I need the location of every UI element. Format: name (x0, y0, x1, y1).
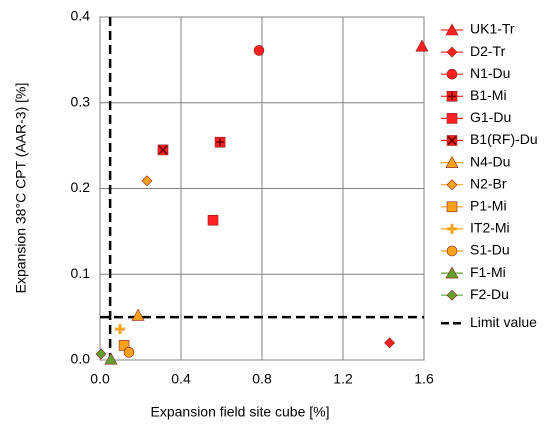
legend-label: S1-Du (470, 242, 510, 258)
legend-label: N2-Br (470, 175, 507, 191)
legend-label: N1-Du (470, 65, 510, 81)
plot-border (99, 16, 425, 361)
legend-label: IT2-Mi (470, 220, 510, 236)
marker-part (446, 201, 458, 213)
marker-part (448, 92, 456, 101)
marker-part (216, 138, 225, 147)
legend-label: P1-Mi (470, 198, 507, 214)
marker (141, 175, 153, 187)
marker (131, 308, 145, 321)
marker-part (447, 223, 457, 234)
y-tick-label: 0.2 (71, 179, 91, 195)
marker (207, 214, 219, 226)
marker (253, 45, 265, 56)
marker-part (158, 145, 168, 155)
x-tick-label: 1.2 (333, 371, 353, 387)
legend-label: F1-Mi (470, 264, 506, 280)
legend-label: B1(RF)-Du (470, 131, 538, 147)
marker-part (446, 113, 458, 124)
legend-label: F2-Du (470, 286, 509, 302)
marker (447, 223, 457, 234)
marker (446, 46, 458, 58)
marker (123, 346, 135, 358)
y-tick-label: 0.4 (71, 8, 91, 24)
marker (415, 39, 429, 52)
marker (157, 144, 169, 156)
legend-label: G1-Du (470, 109, 511, 125)
marker (214, 136, 226, 148)
marker (115, 324, 126, 335)
x-tick-label: 1.6 (414, 371, 434, 387)
legend-label: N4-Du (470, 153, 510, 169)
marker (446, 91, 458, 102)
marker-part (207, 214, 219, 226)
marker (446, 201, 458, 213)
legend-label: UK1-Tr (470, 21, 515, 37)
legend-label: Limit value (470, 314, 537, 330)
y-axis-title: Expansion 38°C CPT (AAR-3) [%] (13, 83, 29, 294)
marker (446, 245, 458, 257)
y-tick-label: 0.0 (71, 351, 91, 367)
y-tick-label: 0.1 (71, 265, 91, 281)
legend-label: B1-Mi (470, 87, 507, 103)
marker (445, 155, 459, 168)
x-tick-label: 0.4 (171, 371, 191, 387)
marker (446, 135, 458, 146)
y-tick-label: 0.3 (71, 93, 91, 109)
marker-part (447, 135, 457, 146)
marker-part (115, 324, 126, 335)
x-axis-title: Expansion field site cube [%] (151, 404, 330, 420)
marker (446, 289, 458, 301)
legend-label: D2-Tr (470, 43, 506, 59)
marker (384, 337, 395, 349)
marker (446, 179, 458, 191)
marker (104, 352, 118, 365)
x-tick-label: 0.0 (90, 371, 110, 387)
marker (446, 68, 458, 80)
marker (445, 23, 459, 36)
marker (95, 348, 107, 360)
marker (446, 113, 458, 124)
x-tick-label: 0.8 (252, 371, 272, 387)
marker (445, 266, 459, 279)
